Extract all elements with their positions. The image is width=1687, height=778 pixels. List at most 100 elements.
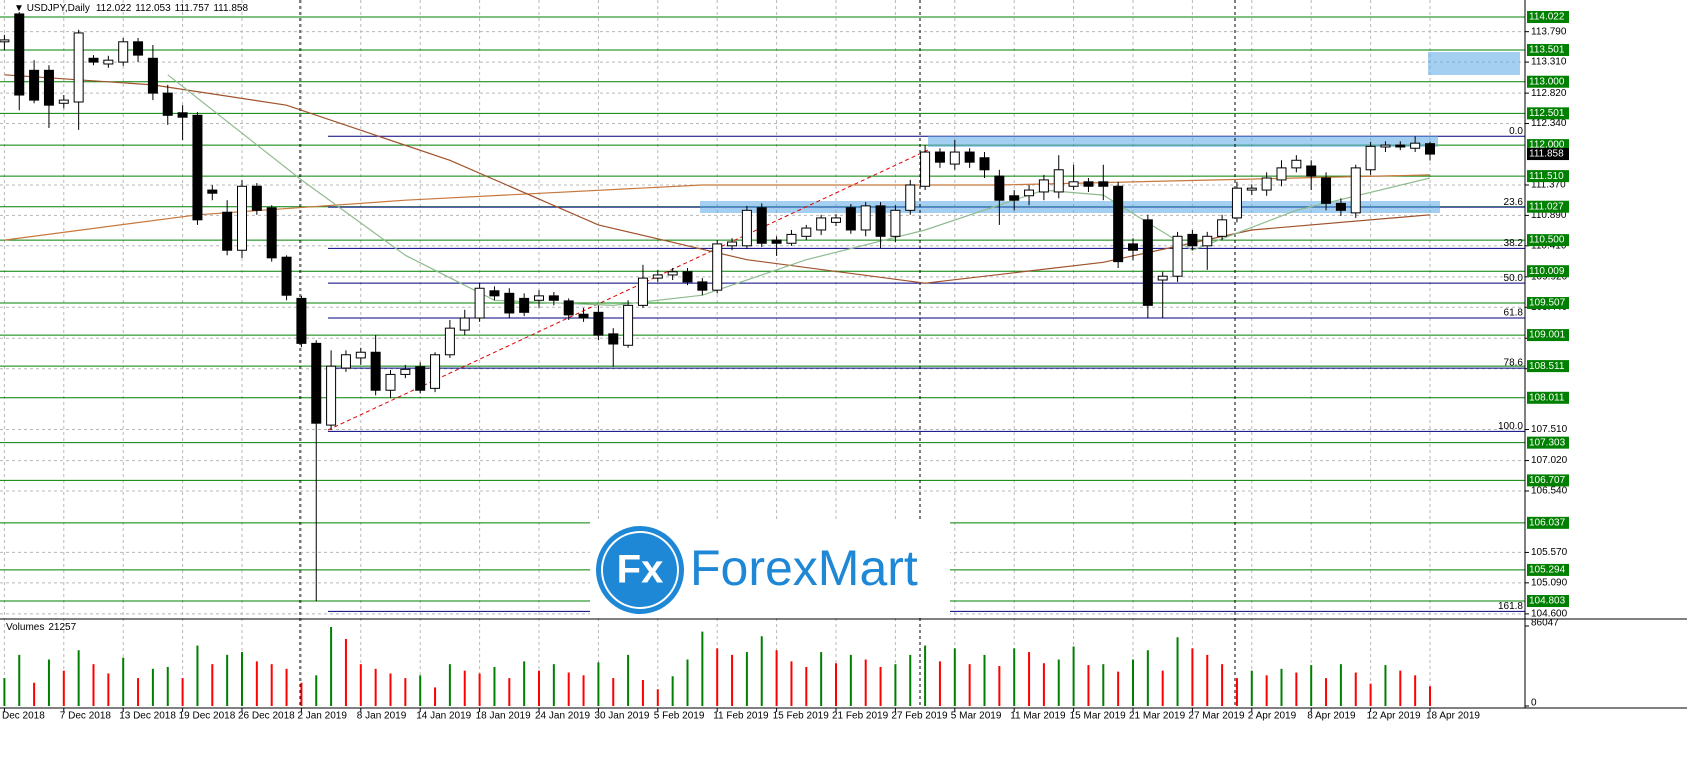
price-label: 111.858	[1529, 149, 1564, 160]
x-tick-label: 13 Dec 2018	[119, 711, 176, 722]
candle-body	[1365, 145, 1376, 171]
candle-body	[994, 175, 1005, 201]
candle-body	[816, 217, 827, 231]
candle-body	[578, 313, 589, 319]
level-box	[1527, 43, 1569, 56]
x-tick-label: 5 Feb 2019	[654, 711, 705, 722]
symbol: USDJPY,Daily	[27, 3, 90, 14]
y-tick-label: 106.540	[1531, 486, 1568, 497]
candle-body	[786, 233, 797, 244]
y-tick-label: 104.600	[1531, 609, 1568, 620]
candle-body	[845, 207, 856, 231]
candle-body	[860, 205, 871, 231]
y-tick-label: 112.340	[1531, 118, 1567, 129]
candle-body	[1142, 219, 1153, 306]
candle-body	[1335, 202, 1346, 211]
candle-body	[667, 271, 678, 276]
candle-body	[489, 290, 500, 297]
x-tick-label: 19 Dec 2018	[179, 711, 236, 722]
candle-body	[1068, 181, 1079, 187]
x-tick-label: 12 Apr 2019	[1367, 711, 1421, 722]
y-tick-label: 110.890	[1531, 210, 1567, 221]
zone	[1428, 52, 1520, 75]
y-tick-label: 105.090	[1531, 577, 1568, 588]
candle-body	[1380, 144, 1391, 148]
fib-label: 38.2	[1504, 238, 1524, 249]
candle-body	[400, 368, 411, 375]
candle-body	[73, 32, 84, 103]
candle-body	[1024, 189, 1035, 197]
candle-body	[1276, 167, 1287, 181]
close: 111.858	[213, 3, 248, 14]
x-tick-label: 21 Feb 2019	[832, 711, 889, 722]
level-label: 106.707	[1529, 475, 1566, 486]
x-tick-label: Dec 2018	[2, 711, 45, 722]
level-box	[1527, 329, 1569, 342]
candle-body	[1202, 235, 1213, 247]
level-box	[1527, 265, 1569, 278]
level-label: 114.022	[1529, 12, 1565, 23]
volume-name: Volumes	[6, 622, 44, 633]
candle-body	[652, 274, 663, 279]
level-label: 107.303	[1529, 437, 1566, 448]
candle-body	[697, 281, 708, 291]
candle-body	[1261, 177, 1272, 191]
level-box	[1527, 170, 1569, 183]
candle-body	[251, 185, 262, 211]
y-tick-label: 107.020	[1531, 455, 1568, 466]
y-tick-label: 113.310	[1531, 57, 1567, 68]
price-box	[1527, 148, 1569, 161]
candle-body	[727, 241, 738, 247]
x-tick-label: 2 Jan 2019	[297, 711, 347, 722]
level-box	[1527, 75, 1569, 88]
candle-body	[1157, 275, 1168, 281]
collapse-icon: ▼	[14, 3, 27, 14]
axis-panel	[1525, 0, 1687, 778]
candle-body	[1083, 181, 1094, 187]
candle-body	[964, 151, 975, 163]
candle-body	[1291, 159, 1302, 169]
candle-body	[623, 304, 634, 346]
candle-body	[1350, 167, 1361, 214]
candle-body	[934, 151, 945, 163]
chart-title: ▼ USDJPY,Daily 112.022 112.053 111.757 111.8…	[14, 3, 248, 14]
y-tick-label: 107.510	[1531, 424, 1568, 435]
candle-body	[1053, 169, 1064, 193]
candle-body	[459, 317, 470, 331]
x-tick-label: 15 Feb 2019	[773, 711, 830, 722]
level-label: 109.507	[1529, 298, 1566, 309]
x-tick-label: 11 Feb 2019	[713, 711, 769, 722]
level-label: 105.294	[1529, 565, 1566, 576]
level-box	[1527, 200, 1569, 213]
candle-body	[355, 351, 366, 359]
candle-body	[682, 271, 693, 283]
candle-body	[831, 217, 841, 223]
level-label: 106.037	[1529, 517, 1566, 528]
fib-label: 61.8	[1504, 308, 1524, 319]
candle-body	[1306, 165, 1317, 177]
x-tick-label: 2 Apr 2019	[1248, 711, 1297, 722]
level-label: 113.501	[1529, 45, 1565, 56]
x-tick-label: 18 Jan 2019	[476, 711, 531, 722]
candle-body	[311, 342, 322, 424]
candle-body	[281, 256, 292, 296]
candle-body	[548, 295, 559, 301]
x-tick-label: 18 Apr 2019	[1426, 711, 1480, 722]
candle-body	[920, 151, 931, 187]
candle-body	[222, 211, 233, 251]
x-tick-label: 27 Feb 2019	[891, 711, 948, 722]
candle-body	[370, 351, 381, 391]
y-tick-label: 0	[1531, 698, 1537, 709]
candle-body	[905, 184, 916, 211]
candle-body	[1113, 185, 1124, 263]
candle-body	[771, 239, 782, 244]
candle-body	[103, 59, 114, 65]
candle-body	[608, 333, 619, 345]
level-label: 112.501	[1529, 108, 1565, 119]
candle-body	[979, 157, 990, 171]
candle-body	[637, 277, 648, 306]
candle-body	[1128, 243, 1138, 251]
x-tick-label: 24 Jan 2019	[535, 711, 590, 722]
